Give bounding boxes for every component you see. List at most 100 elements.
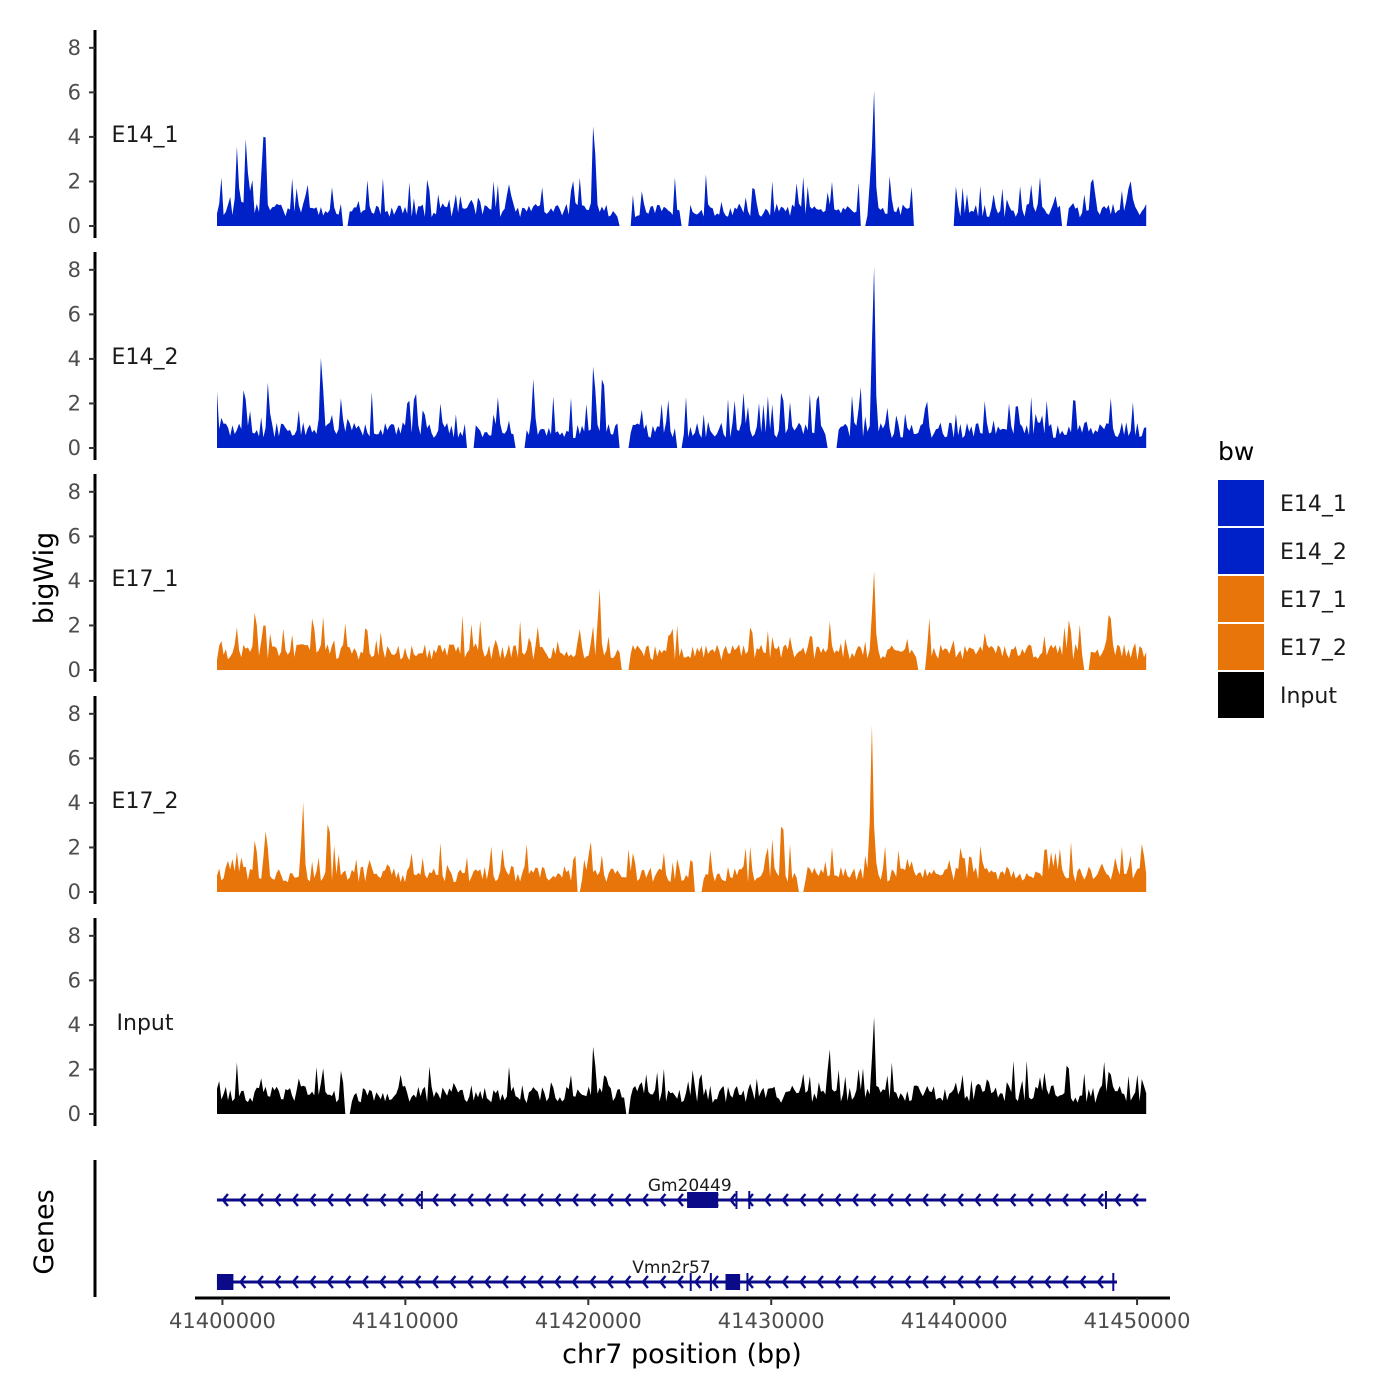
track-E14_2: 0 2 4 6 8 E14_2	[68, 252, 1147, 460]
strand-arrow	[658, 1193, 667, 1207]
strand-arrow	[326, 1193, 334, 1207]
strand-arrow	[256, 1275, 264, 1289]
coverage-area-E17_1	[217, 570, 1147, 670]
strand-arrow	[501, 1275, 509, 1289]
coverage-area-Input	[217, 1017, 1147, 1114]
strand-arrow	[1026, 1275, 1034, 1289]
track-E17_1: 0 2 4 6 8 E17_1	[68, 474, 1147, 682]
strand-arrow	[886, 1193, 894, 1207]
legend-swatch-E14_1	[1218, 480, 1264, 526]
legend-title: bw	[1218, 437, 1254, 466]
strand-arrow	[763, 1193, 772, 1207]
y-tick-label: 8	[68, 36, 81, 60]
y-tick-label: 6	[68, 80, 81, 104]
strand-arrow	[308, 1275, 317, 1289]
y-tick-label: 0	[68, 436, 81, 460]
strand-arrow	[851, 1275, 859, 1289]
strand-arrow	[676, 1193, 684, 1207]
y-tick-label: 6	[68, 968, 81, 992]
track-Input: 0 2 4 6 8 Input	[68, 918, 1147, 1126]
strand-arrow	[571, 1193, 579, 1207]
y-tick-label: 6	[68, 524, 81, 548]
strand-arrow	[973, 1275, 982, 1289]
strand-arrow	[833, 1193, 842, 1207]
x-tick-label: 41440000	[901, 1309, 1008, 1333]
strand-arrow	[693, 1275, 702, 1289]
strand-arrow	[273, 1193, 282, 1207]
strand-arrow	[781, 1193, 789, 1207]
strand-arrow	[833, 1275, 842, 1289]
strand-arrow	[588, 1275, 597, 1289]
strand-arrow	[816, 1275, 824, 1289]
strand-arrow	[536, 1193, 544, 1207]
strand-arrow	[1113, 1193, 1122, 1207]
track-label: E17_1	[112, 567, 179, 592]
strand-arrow	[938, 1193, 947, 1207]
strand-arrow	[868, 1275, 877, 1289]
exon	[216, 1274, 234, 1290]
strand-arrow	[466, 1275, 474, 1289]
y-tick-label: 6	[68, 746, 81, 770]
strand-arrow	[641, 1193, 649, 1207]
y-tick-label: 0	[68, 214, 81, 238]
strand-arrow	[746, 1193, 754, 1207]
legend-label-E14_1: E14_1	[1280, 492, 1347, 517]
track-label: E17_2	[112, 789, 179, 814]
strand-arrow	[378, 1275, 387, 1289]
gene-Gm20449: Gm20449	[216, 1176, 1147, 1209]
strand-arrow	[256, 1193, 264, 1207]
legend-swatch-E17_1	[1218, 576, 1264, 622]
strand-arrow	[518, 1275, 527, 1289]
strand-arrow	[1131, 1193, 1139, 1207]
strand-arrow	[868, 1193, 877, 1207]
legend-label-E14_2: E14_2	[1280, 540, 1347, 565]
strand-arrow	[273, 1275, 282, 1289]
y-tick-label: 2	[68, 835, 81, 859]
exon	[687, 1192, 719, 1208]
y-tick-label: 2	[68, 391, 81, 415]
y-tick-label: 4	[68, 347, 81, 371]
strand-arrow	[973, 1193, 982, 1207]
strand-arrow	[623, 1275, 632, 1289]
strand-arrow	[396, 1193, 404, 1207]
strand-arrow	[623, 1193, 632, 1207]
strand-arrow	[1061, 1193, 1069, 1207]
strand-arrow	[501, 1193, 509, 1207]
strand-arrow	[956, 1275, 964, 1289]
strand-arrow	[553, 1275, 562, 1289]
strand-arrow	[991, 1275, 999, 1289]
strand-arrow	[536, 1275, 544, 1289]
strand-arrow	[326, 1275, 334, 1289]
legend-label-E17_2: E17_2	[1280, 636, 1347, 661]
strand-arrow	[816, 1193, 824, 1207]
strand-arrow	[641, 1275, 649, 1289]
x-tick-label: 41430000	[718, 1309, 825, 1333]
legend-label-E17_1: E17_1	[1280, 588, 1347, 613]
strand-arrow	[921, 1193, 929, 1207]
strand-arrow	[466, 1193, 474, 1207]
tracks: 0 2 4 6 8 E14_1 0 2 4 6 8 E14_2 0 2 4 6 8 E17_1 0 2 4 6 8 E17_2…	[68, 30, 1147, 1126]
y-tick-label: 8	[68, 258, 81, 282]
strand-arrow	[238, 1193, 247, 1207]
strand-arrow	[1096, 1193, 1104, 1207]
coverage-area-E14_2	[217, 266, 1147, 448]
strand-arrow	[938, 1275, 947, 1289]
x-tick-label: 41400000	[169, 1309, 276, 1333]
y-tick-label: 4	[68, 1013, 81, 1037]
y-tick-label: 8	[68, 924, 81, 948]
track-label: E14_2	[112, 345, 179, 370]
strand-arrow	[378, 1193, 387, 1207]
strand-arrow	[886, 1275, 894, 1289]
strand-arrow	[571, 1275, 579, 1289]
y-tick-label: 4	[68, 125, 81, 149]
exon	[725, 1274, 741, 1290]
strand-arrow	[343, 1193, 352, 1207]
strand-arrow	[798, 1193, 807, 1207]
track-label: Input	[117, 1011, 174, 1036]
y-tick-label: 2	[68, 169, 81, 193]
strand-arrow	[448, 1193, 457, 1207]
x-tick-label: 41410000	[352, 1309, 459, 1333]
x-axis: 41400000 41410000 41420000 41430000 41440000…	[169, 1296, 1191, 1333]
strand-arrow	[711, 1275, 719, 1289]
coverage-area-E14_1	[217, 90, 1147, 226]
